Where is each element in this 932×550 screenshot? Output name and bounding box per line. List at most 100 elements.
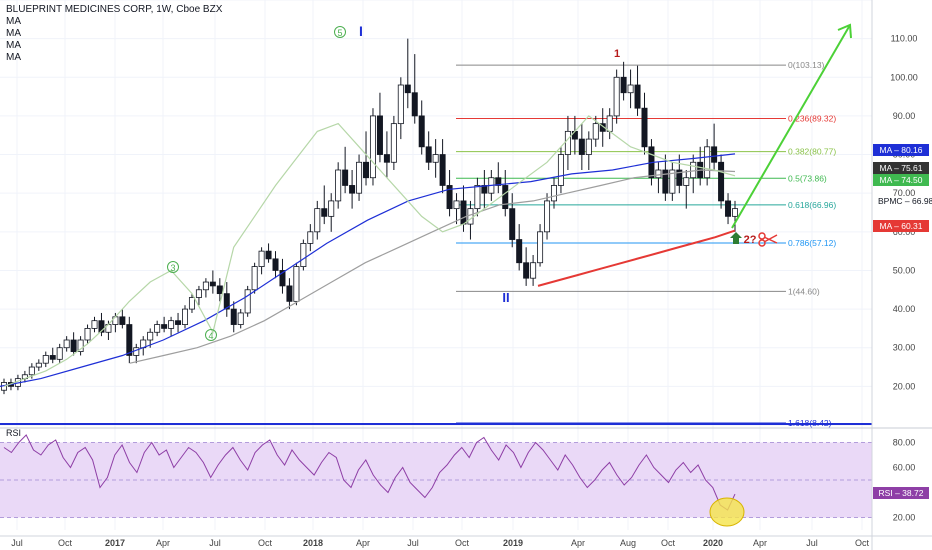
rsi-panel: RSI — [0, 427, 932, 527]
rsi-title: RSI — [6, 428, 21, 438]
price-tag-label: MA – 74.50 — [879, 175, 922, 185]
candle-body — [613, 76, 620, 117]
candle-body — [550, 185, 557, 202]
fib-label: 1(44.60) — [788, 286, 820, 296]
wave-label-II: II — [502, 290, 509, 305]
candle-body — [662, 169, 669, 194]
candle-body — [342, 169, 349, 186]
candle-body — [161, 324, 168, 329]
candle-body — [676, 169, 683, 186]
candle-body — [175, 320, 182, 325]
time-tick-label: Apr — [753, 538, 767, 548]
price-tag-box — [873, 162, 929, 174]
indicator-label[interactable]: MA — [6, 28, 21, 39]
candle-body — [321, 208, 328, 217]
candle-body — [223, 293, 230, 310]
chart-title: BLUEPRINT MEDICINES CORP, 1W, Cboe BZX — [6, 4, 223, 15]
indicator-label[interactable]: MA — [6, 52, 21, 63]
fib-label: 0.236(89.32) — [788, 114, 836, 124]
candle-body — [474, 185, 481, 210]
candle-body — [509, 208, 516, 240]
price-tick-label: 40.00 — [893, 304, 916, 314]
candle-body — [335, 169, 342, 202]
candle-body — [718, 161, 725, 202]
ma-line — [537, 229, 736, 287]
candle-body — [544, 200, 551, 233]
indicator-label[interactable]: MA — [6, 16, 21, 27]
candle-body — [63, 339, 70, 349]
candle-body — [272, 258, 279, 271]
time-tick-label: 2018 — [303, 538, 323, 548]
candle-body — [237, 312, 244, 325]
ma-line-fast — [3, 115, 736, 387]
candle-body — [439, 154, 446, 186]
wave-circle-3 — [167, 261, 179, 273]
candle-body — [216, 285, 223, 295]
time-tick-label: Oct — [661, 538, 676, 548]
candle-body — [446, 185, 453, 210]
candle-body — [230, 308, 237, 325]
buy-arrow-icon — [730, 232, 742, 244]
scissors-blade — [763, 236, 778, 244]
candle-body — [56, 347, 63, 360]
candle-body — [209, 281, 216, 287]
price-tag-box — [873, 220, 929, 232]
candle-body — [307, 231, 314, 244]
candle-body — [300, 243, 307, 267]
candle-body — [683, 177, 690, 186]
time-tick-label: Jul — [11, 538, 23, 548]
candle-body — [606, 115, 613, 132]
ma-line — [0, 153, 736, 387]
time-tick-label: Apr — [156, 538, 170, 548]
candle-body — [356, 161, 363, 194]
candle-body — [42, 355, 49, 364]
candle-body — [690, 161, 697, 179]
candle-body — [397, 84, 404, 125]
price-tick-label: 30.00 — [893, 343, 916, 353]
candle-body — [669, 169, 676, 194]
ma-line — [129, 169, 736, 364]
wave-label-5: 5 — [337, 28, 342, 38]
candle-body — [467, 208, 474, 225]
price-tags: MA – 80.16 MA – 75.61 MA – 74.50 BPMC – 66.… — [873, 144, 932, 499]
time-tick-label: Oct — [58, 538, 73, 548]
candle-body — [578, 138, 585, 155]
price-tick-label: 110.00 — [891, 34, 918, 44]
wave-circle-5 — [334, 26, 346, 38]
time-tick-label: Jul — [209, 538, 221, 548]
candle-body — [265, 250, 272, 260]
candle-body — [418, 115, 425, 148]
candle-body — [383, 154, 390, 163]
price-tick-label: 70.00 — [893, 188, 916, 198]
fib-label: 0.382(80.77) — [788, 147, 836, 157]
price-tick-label: 90.00 — [893, 111, 916, 121]
price-tag-box — [873, 174, 929, 186]
scissors-icon — [758, 232, 778, 247]
rsi-value-box — [873, 487, 929, 499]
candle-body — [28, 366, 35, 376]
candle-body — [328, 200, 335, 217]
fibonacci-levels: 0(103.13) 0.236(89.32) 0.382(80.77) 0.5(73.… — [0, 60, 872, 428]
candle-body — [495, 177, 502, 186]
candle-body — [655, 169, 662, 179]
time-tick-label: Oct — [455, 538, 470, 548]
candle-body — [251, 266, 258, 291]
candle-body — [35, 362, 42, 368]
candle-body — [620, 76, 627, 94]
indicator-label[interactable]: MA — [6, 40, 21, 51]
fib-label: 0.786(57.12) — [788, 238, 836, 248]
candle-body — [349, 185, 356, 194]
candle-body — [516, 239, 523, 264]
candle-body — [411, 92, 418, 117]
candle-body — [369, 115, 376, 179]
candle-body — [390, 123, 397, 163]
candle-body — [592, 123, 599, 140]
candle-body — [537, 231, 544, 264]
candle-body — [126, 324, 133, 356]
fib-label: 0.618(66.96) — [788, 200, 836, 210]
candle-body — [70, 339, 77, 352]
wave-label-4: 4 — [208, 331, 213, 341]
candle-body — [244, 289, 251, 314]
